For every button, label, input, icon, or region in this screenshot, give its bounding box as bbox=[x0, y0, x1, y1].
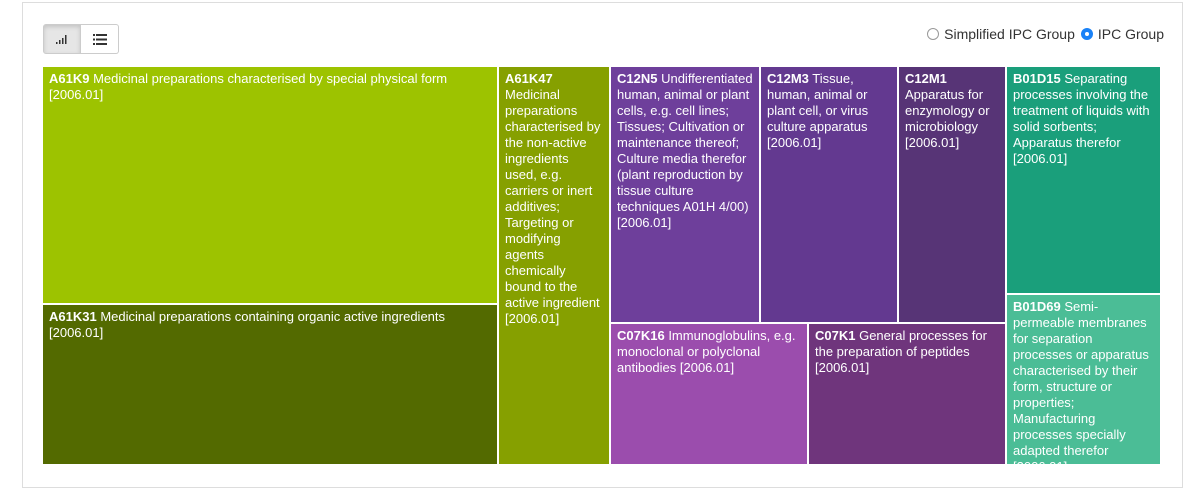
treemap-cell-b01d69[interactable]: B01D69 Semi-permeable membranes for sepa… bbox=[1007, 295, 1162, 466]
treemap-cell-description: Tissue, human, animal or plant cell, or … bbox=[767, 71, 869, 150]
treemap-cell-code: B01D15 bbox=[1013, 71, 1061, 86]
treemap-cell-description: Separating processes involving the treat… bbox=[1013, 71, 1150, 166]
chart-view-button[interactable] bbox=[43, 24, 81, 54]
treemap-cell-code: B01D69 bbox=[1013, 299, 1061, 314]
ipc-group-label: IPC Group bbox=[1097, 26, 1164, 42]
treemap-cell-c12n5[interactable]: C12N5 Undifferentiated human, animal or … bbox=[611, 67, 761, 324]
treemap-cell-description: Semi-permeable membranes for separation … bbox=[1013, 299, 1149, 464]
list-icon bbox=[92, 33, 107, 45]
treemap-cell-a61k47[interactable]: A61K47 Medicinal preparations characteri… bbox=[499, 67, 611, 466]
ipc-group-radio[interactable] bbox=[1080, 28, 1093, 40]
treemap-cell-description: Medicinal preparations characterised by … bbox=[505, 87, 601, 326]
treemap-cell-b01d15[interactable]: B01D15 Separating processes involving th… bbox=[1007, 67, 1162, 295]
treemap-cell-c07k16[interactable]: C07K16 Immunoglobulins, e.g. monoclonal … bbox=[611, 324, 809, 466]
treemap-cell-code: A61K9 bbox=[49, 71, 90, 86]
treemap-cell-code: C07K16 bbox=[617, 328, 665, 343]
treemap-cell-description: Medicinal preparations containing organi… bbox=[49, 309, 446, 340]
treemap-chart: A61K9 Medicinal preparations characteris… bbox=[43, 67, 1162, 466]
treemap-cell-code: C12N5 bbox=[617, 71, 658, 86]
treemap-cell-description: Medicinal preparations characterised by … bbox=[49, 71, 448, 102]
view-toggle bbox=[43, 24, 119, 54]
grouping-options: Simplified IPC Group IPC Group bbox=[921, 26, 1164, 42]
treemap-cell-code: A61K31 bbox=[49, 309, 97, 324]
treemap-cell-c07k1[interactable]: C07K1 General processes for the preparat… bbox=[809, 324, 1007, 466]
treemap-cell-c12m1[interactable]: C12M1 Apparatus for enzymology or microb… bbox=[899, 67, 1007, 324]
treemap-cell-description: Immunoglobulins, e.g. monoclonal or poly… bbox=[617, 328, 796, 375]
treemap-cell-description: Apparatus for enzymology or microbiology… bbox=[905, 87, 990, 150]
treemap-cell-code: C07K1 bbox=[815, 328, 856, 343]
treemap-cell-code: C12M1 bbox=[905, 71, 947, 86]
simplified-ipc-group-option[interactable]: Simplified IPC Group bbox=[927, 26, 1075, 42]
treemap-cell-a61k9[interactable]: A61K9 Medicinal preparations characteris… bbox=[43, 67, 499, 305]
simplified-ipc-group-radio[interactable] bbox=[927, 28, 940, 40]
list-view-button[interactable] bbox=[81, 24, 119, 54]
treemap-cell-a61k31[interactable]: A61K31 Medicinal preparations containing… bbox=[43, 305, 499, 466]
treemap-cell-code: C12M3 bbox=[767, 71, 809, 86]
treemap-cell-description: General processes for the preparation of… bbox=[815, 328, 987, 375]
bar-chart-icon bbox=[56, 35, 67, 44]
treemap-cell-c12m3[interactable]: C12M3 Tissue, human, animal or plant cel… bbox=[761, 67, 899, 324]
ipc-group-option[interactable]: IPC Group bbox=[1080, 26, 1164, 42]
simplified-ipc-group-label: Simplified IPC Group bbox=[944, 26, 1075, 42]
treemap-cell-description: Undifferentiated human, animal or plant … bbox=[617, 71, 753, 230]
treemap-cell-code: A61K47 bbox=[505, 71, 553, 86]
